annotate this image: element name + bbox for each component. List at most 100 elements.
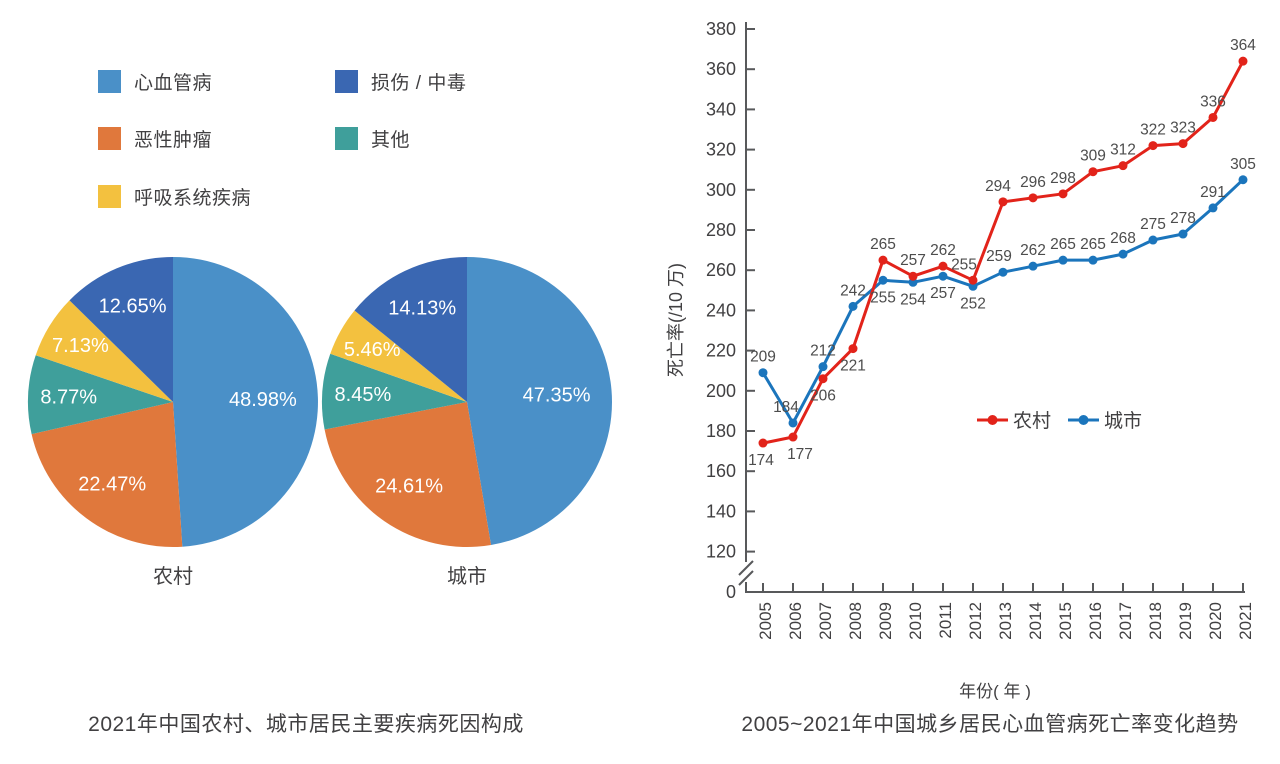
rural-data-point	[1058, 189, 1068, 199]
x-tick-label: 2021	[1236, 602, 1255, 640]
legend-label: 恶性肿瘤	[134, 130, 213, 151]
y-tick-label: 360	[706, 59, 736, 79]
data-point-label: 364	[1230, 37, 1256, 54]
rural-data-point	[1088, 167, 1098, 177]
pie-slice-label: 14.13%	[388, 298, 456, 320]
data-point-label: 298	[1050, 170, 1076, 187]
y-tick-label: 320	[706, 140, 736, 160]
legend-label: 损伤 / 中毒	[371, 73, 467, 94]
rural-data-point	[1238, 56, 1248, 66]
legend-item-injury-poisoning: 损伤 / 中毒	[335, 68, 466, 95]
pie-slice-label: 5.46%	[344, 339, 401, 361]
data-point-label: 184	[773, 399, 799, 416]
pie-caption-urban: 城市	[447, 565, 487, 588]
urban-data-point	[938, 271, 948, 281]
x-tick-label: 2018	[1146, 602, 1165, 640]
pie-slice-label: 12.65%	[99, 296, 167, 318]
data-point-label: 268	[1110, 230, 1136, 247]
pie-slice-malignant-tumor	[324, 402, 491, 548]
data-point-label: 323	[1170, 120, 1196, 137]
legend-swatch-respiratory	[98, 185, 121, 208]
data-point-label: 206	[810, 388, 836, 405]
y-tick-label: 180	[706, 421, 736, 441]
x-tick-label: 2005	[756, 602, 775, 640]
pie-slice-cardiovascular	[467, 257, 613, 545]
y-tick-label: 240	[706, 300, 736, 320]
rural-data-point	[848, 344, 858, 354]
rural-data-point	[998, 197, 1008, 207]
urban-data-point	[848, 301, 858, 311]
rural-data-point	[1028, 193, 1038, 203]
line-legend-dot-rural	[987, 415, 998, 425]
pie-slice-injury-poisoning	[69, 257, 173, 402]
x-axis-title: 年份( 年 )	[959, 682, 1031, 700]
line-chart-svg: 120 140 160 180 200 220 240 260 280 300 320 340 360 3…	[666, 19, 1256, 700]
data-point-label: 291	[1200, 184, 1226, 201]
pie-slice-label: 8.77%	[40, 387, 97, 409]
x-tick-label: 2010	[906, 602, 925, 640]
x-tick-label: 2019	[1176, 602, 1195, 640]
y-tick-label: 160	[706, 461, 736, 481]
pie-slice-label: 8.45%	[335, 384, 392, 406]
data-point-label: 255	[951, 256, 977, 273]
line-legend-label-urban: 城市	[1104, 410, 1142, 432]
axis-break-mark	[738, 570, 754, 586]
pie-slice-other	[27, 355, 173, 435]
urban-data-point	[1118, 249, 1128, 259]
data-point-label: 174	[748, 452, 774, 469]
legend-item-malignant-tumor: 恶性肿瘤	[98, 125, 212, 152]
legend-swatch-injury-poisoning	[335, 70, 358, 93]
data-point-label: 336	[1200, 93, 1226, 110]
rural-data-point	[938, 261, 948, 271]
data-point-label: 257	[930, 285, 956, 302]
data-point-label: 212	[810, 343, 836, 360]
rural-data-point	[1148, 141, 1158, 151]
urban-data-point	[1148, 235, 1158, 245]
data-point-label: 312	[1110, 142, 1136, 159]
data-point-label: 259	[986, 248, 1012, 265]
data-point-label: 262	[930, 242, 956, 259]
y-tick-label: 260	[706, 260, 736, 280]
data-point-label: 209	[750, 349, 776, 366]
y-axis-title: 死亡率(/10 万)	[666, 263, 686, 377]
y-tick-label: 200	[706, 381, 736, 401]
urban-data-point	[818, 362, 828, 372]
pie-slice-other	[321, 353, 467, 430]
data-point-label: 257	[900, 252, 926, 269]
x-tick-label: 2020	[1206, 602, 1225, 640]
x-tick-label: 2012	[966, 602, 985, 640]
y-tick-label: 120	[706, 542, 736, 562]
data-point-label: 254	[900, 291, 926, 308]
y-tick-label: 300	[706, 180, 736, 200]
y-tick-label: 140	[706, 501, 736, 521]
x-tick-label: 2016	[1086, 602, 1105, 640]
x-tick-label: 2011	[936, 602, 955, 639]
legend-swatch-other	[335, 127, 358, 150]
rural-data-point	[788, 432, 798, 442]
rural-data-point	[818, 374, 828, 384]
x-tick-label: 2009	[876, 602, 895, 640]
rural-data-point	[1178, 139, 1188, 149]
urban-data-point	[758, 368, 768, 378]
pie-charts-svg: 48.98% 22.47% 8.77% 7.13% 12.65% 农村 47.35% 24.6…	[27, 257, 613, 588]
rural-data-point	[878, 255, 888, 265]
line-legend-dot-urban	[1078, 415, 1089, 425]
x-tick-label: 2017	[1116, 602, 1135, 640]
y-tick-label: 220	[706, 341, 736, 361]
pie-slice-label: 47.35%	[523, 385, 591, 407]
rural-data-point	[1208, 112, 1218, 122]
pie-slice-respiratory	[330, 310, 467, 402]
data-point-label: 265	[1050, 236, 1076, 253]
urban-data-point	[1058, 255, 1068, 265]
urban-data-point	[1088, 255, 1098, 265]
y-tick-label: 340	[706, 99, 736, 119]
data-point-label: 322	[1140, 122, 1166, 139]
y-tick-label: 380	[706, 19, 736, 39]
data-point-label: 242	[840, 282, 866, 299]
x-tick-label: 2013	[996, 602, 1015, 640]
legend-item-cardiovascular: 心血管病	[98, 68, 212, 95]
data-point-label: 221	[840, 358, 866, 375]
legend-item-other: 其他	[335, 125, 410, 152]
x-tick-label: 2014	[1026, 602, 1045, 640]
